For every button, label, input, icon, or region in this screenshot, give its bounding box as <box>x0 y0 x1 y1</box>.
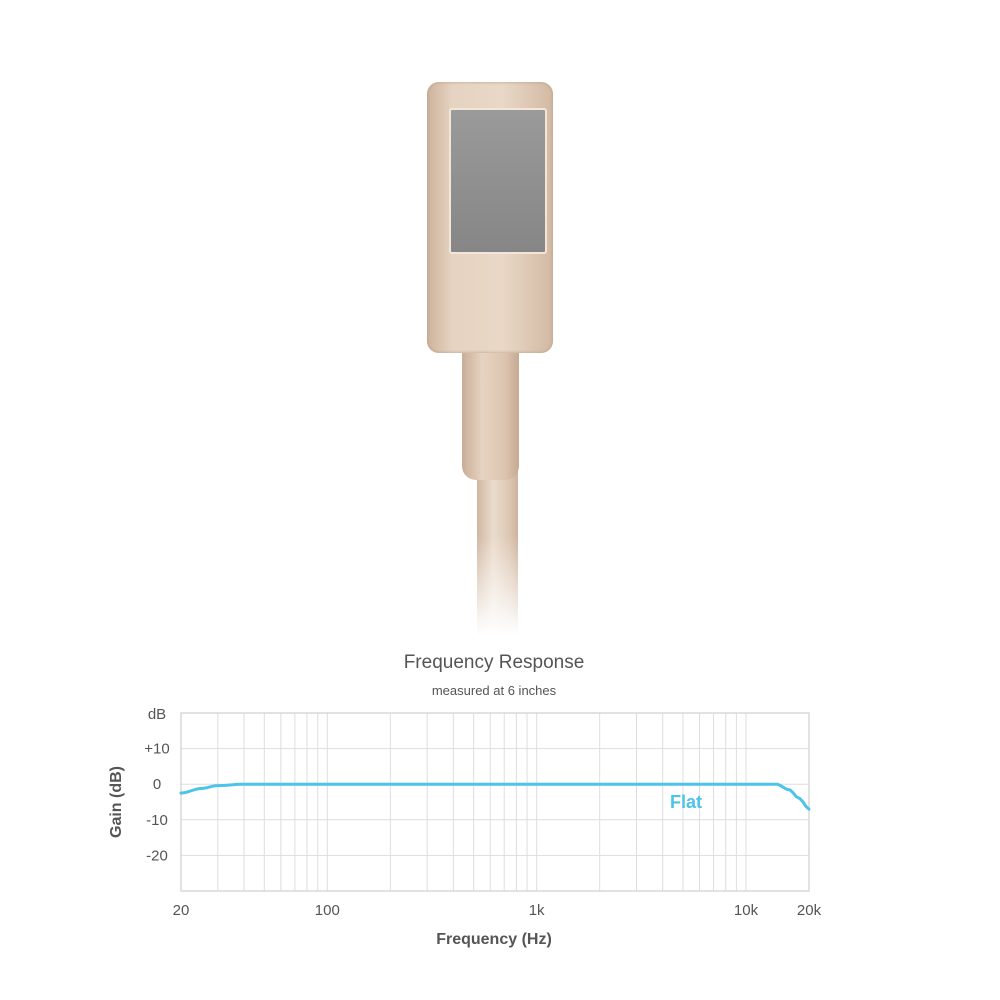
x-axis-label: Frequency (Hz) <box>436 931 552 948</box>
series-label-flat: Flat <box>670 792 702 812</box>
x-tick-label: 20 <box>173 902 190 919</box>
x-tick-label: 20k <box>797 902 822 919</box>
microphone-neck <box>462 353 519 480</box>
microphone-cable <box>477 470 518 635</box>
x-tick-label: 10k <box>734 902 759 919</box>
y-axis-label: Gain (dB) <box>108 766 125 838</box>
microphone-grille <box>449 108 547 254</box>
series-line-flat <box>179 782 811 811</box>
plot-border <box>180 712 810 892</box>
chart-title: Frequency Response <box>403 652 585 673</box>
y-tick-label: 0 <box>153 776 161 793</box>
y-tick-label: +10 <box>144 741 169 758</box>
chart-subtitle: measured at 6 inches <box>431 683 557 698</box>
y-unit-label: dB <box>148 706 166 723</box>
x-tick-label: 100 <box>315 902 340 919</box>
y-tick-label: -10 <box>146 812 168 829</box>
x-tick-label: 1k <box>529 902 545 919</box>
y-tick-label: -20 <box>146 847 168 864</box>
